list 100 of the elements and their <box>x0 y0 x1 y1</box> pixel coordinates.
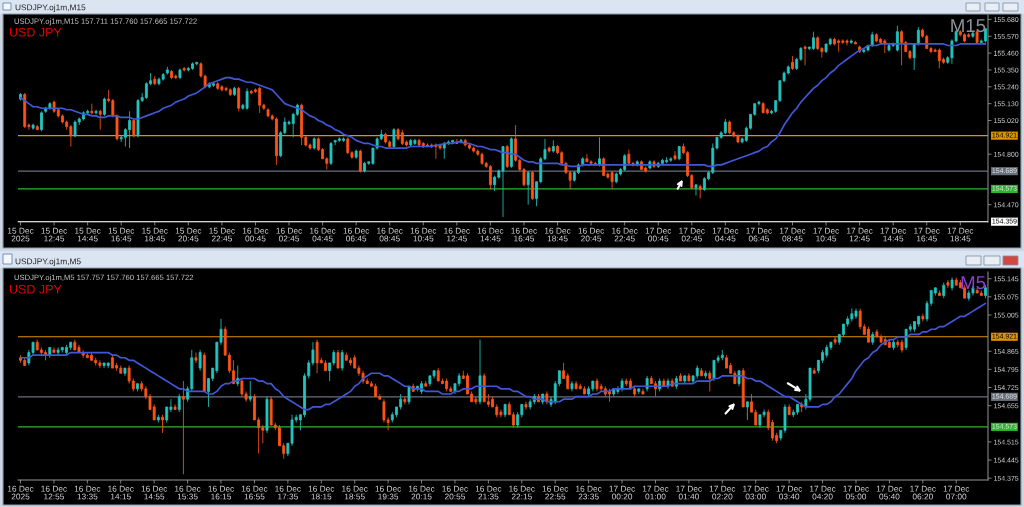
candlestick <box>845 38 849 46</box>
x-tick-label: 16 Dec 04:45 <box>310 227 336 242</box>
x-tick-label: 16 Dec 13:35 <box>74 485 101 500</box>
x-tick-label: 17 Dec 05:40 <box>876 485 903 500</box>
candlestick <box>677 146 681 161</box>
candlestick <box>40 110 43 132</box>
candlestick <box>503 403 507 418</box>
x-tick-label: 17 Dec 08:45 <box>779 227 806 242</box>
candlestick <box>871 331 875 346</box>
x-tick-label: 16 Dec 00:45 <box>242 227 269 242</box>
candlestick <box>69 124 73 147</box>
candlestick <box>324 359 327 372</box>
candlestick <box>598 136 601 167</box>
text: USD JPY <box>9 27 62 37</box>
candlestick <box>119 365 123 374</box>
candlestick <box>736 133 740 144</box>
x-tick-label: 17 Dec 01:40 <box>676 485 702 500</box>
candlestick <box>967 289 971 302</box>
candlestick <box>186 66 190 72</box>
candlestick <box>363 161 366 173</box>
candlestick <box>892 339 896 351</box>
candlestick <box>156 414 160 423</box>
x-tick-label: 16 Dec 18:45 <box>544 227 571 242</box>
candlestick <box>191 61 194 71</box>
candlestick <box>595 378 599 392</box>
candlestick <box>173 403 177 410</box>
candlestick <box>445 378 449 392</box>
candlestick <box>333 139 337 146</box>
candlestick <box>35 124 39 131</box>
x-tick-label: 17 Dec 14:45 <box>880 227 907 242</box>
candlestick <box>704 370 708 379</box>
candlestick <box>94 357 98 366</box>
candlestick <box>102 362 106 369</box>
candlestick <box>73 339 77 351</box>
candlestick <box>233 86 236 97</box>
x-tick-label: 17 Dec 05:00 <box>843 485 869 500</box>
candlestick <box>950 277 954 291</box>
candlestick <box>963 32 966 43</box>
candlestick <box>90 103 94 115</box>
x-tick-label: 15 Dec 20:45 <box>175 227 202 242</box>
candlestick <box>195 61 199 66</box>
candlestick <box>501 146 505 218</box>
x-tick-label: 15 Dec 18:45 <box>142 227 168 242</box>
candlestick <box>132 118 136 138</box>
candlestick <box>103 97 106 117</box>
candlestick <box>791 55 794 71</box>
candlestick <box>403 396 407 405</box>
x-tick-label: 17 Dec 00:20 <box>609 485 636 500</box>
candlestick <box>803 45 807 66</box>
candlestick <box>937 48 941 69</box>
candlestick <box>720 349 724 361</box>
candlestick <box>761 101 765 114</box>
x-tick-label: 16 Dec 15:35 <box>175 485 201 500</box>
x-tick-label: 16 Dec 21:35 <box>475 485 502 500</box>
candlestick <box>954 277 958 286</box>
candlestick <box>870 31 874 48</box>
candlestick <box>610 170 614 190</box>
candlestick <box>700 367 703 377</box>
candlestick <box>895 25 899 53</box>
candlestick <box>591 380 595 392</box>
candlestick <box>136 383 139 392</box>
candlestick <box>228 87 232 97</box>
candlestick <box>849 38 853 45</box>
candlestick <box>424 380 428 387</box>
candlestick <box>35 339 39 351</box>
candlestick <box>614 172 618 184</box>
candlestick <box>796 403 799 416</box>
candlestick <box>505 144 509 169</box>
candlestick <box>106 362 110 369</box>
candlestick <box>971 31 975 39</box>
x-tick-label: 15 Dec 2025 <box>7 227 34 242</box>
candlestick <box>374 383 378 398</box>
candlestick <box>887 43 891 53</box>
candlestick <box>31 123 35 131</box>
candlestick <box>392 127 396 149</box>
x-tick-label: 15 Dec 22:45 <box>209 227 235 242</box>
candlestick <box>245 87 249 111</box>
candlestick <box>887 339 891 348</box>
line-series <box>19 302 987 411</box>
candlestick <box>687 372 691 382</box>
candlestick <box>695 365 699 379</box>
candlestick <box>787 403 791 416</box>
candlestick <box>354 149 358 160</box>
candlestick <box>258 86 262 114</box>
candlestick <box>224 86 228 92</box>
x-tick-label: 16 Dec 10:45 <box>410 227 437 242</box>
candlestick <box>115 113 119 141</box>
candlestick <box>358 149 362 173</box>
text: USD JPY <box>9 284 62 294</box>
candlestick <box>312 136 316 150</box>
candlestick <box>400 129 404 146</box>
candlestick <box>837 38 841 53</box>
x-tick-label: 17 Dec 06:45 <box>746 227 772 242</box>
candlestick <box>900 29 903 66</box>
candlestick <box>916 26 920 46</box>
candlestick <box>984 284 987 299</box>
candlestick <box>551 139 555 154</box>
candlestick <box>194 352 198 364</box>
candlestick <box>161 72 165 82</box>
candlestick <box>300 103 304 146</box>
